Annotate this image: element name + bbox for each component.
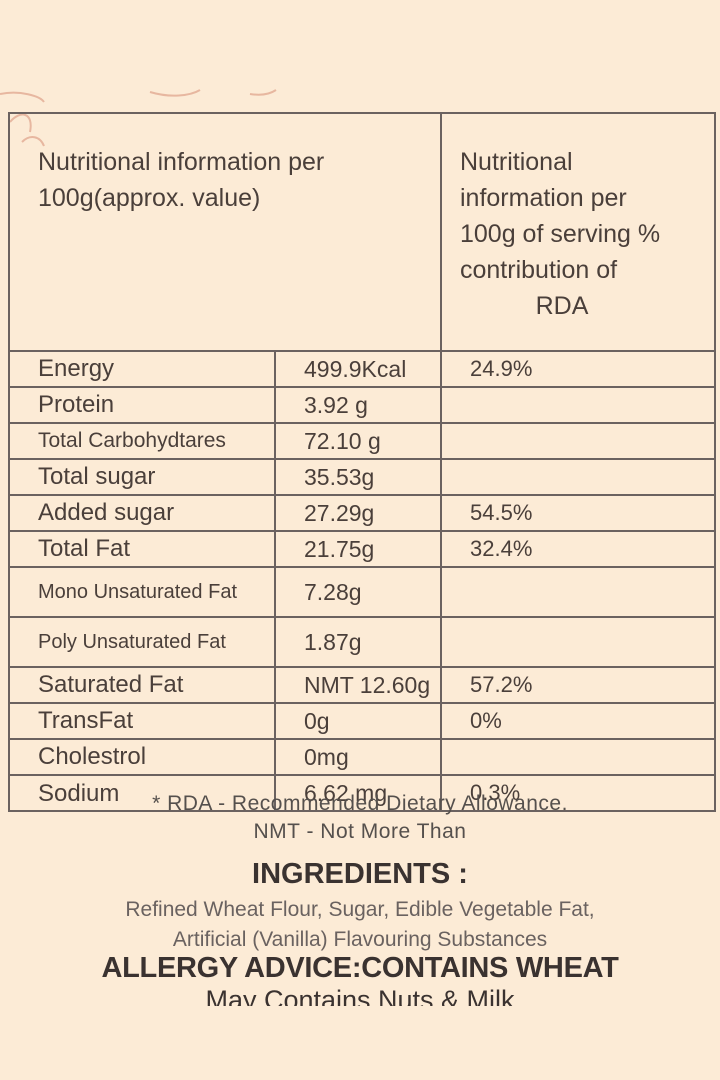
nutrient-rda [440, 566, 716, 618]
allergy-title: ALLERGY ADVICE:CONTAINS WHEAT [101, 952, 619, 984]
nutrition-table-wrapper: Nutritional information per 100g(approx.… [8, 112, 716, 812]
table-row: Protein 3.92 g [8, 386, 716, 424]
nutrient-value: 0mg [274, 738, 442, 776]
nutrient-value: 21.75g [274, 530, 442, 568]
nutrient-name: Protein [8, 386, 276, 424]
nutrient-name: Energy [8, 350, 276, 388]
table-row: Added sugar 27.29g 54.5% [8, 494, 716, 532]
nutrient-name: Sodium [8, 774, 276, 812]
header-right-line: contribution of [460, 256, 618, 284]
nutrient-rda: 32.4% [440, 530, 716, 568]
table-row: Cholestrol 0mg [8, 738, 716, 776]
nutrient-value: 7.28g [274, 566, 442, 618]
header-right-line: Nutritional [460, 148, 573, 176]
ingredients-line: Artificial (Vanilla) Flavouring Substanc… [172, 928, 548, 951]
nutrient-rda [440, 458, 716, 496]
nutrient-name: TransFat [8, 702, 276, 740]
nutrient-name: Poly Unsaturated Fat [8, 616, 276, 668]
nutrient-rda [440, 616, 716, 668]
nutrient-value: NMT 12.60g [274, 666, 442, 704]
table-header-row: Nutritional information per 100g(approx.… [8, 112, 716, 352]
nutrient-value: 72.10 g [274, 422, 442, 460]
nutrition-table: Nutritional information per 100g(approx.… [8, 112, 716, 812]
allergy-line: May Contains Nuts & Milk [205, 985, 515, 1006]
nutrient-name: Mono Unsaturated Fat [8, 566, 276, 618]
rda-footnote: * RDA - Recommended Dietary Allowance. [152, 792, 568, 815]
table-row: Poly Unsaturated Fat 1.87g [8, 616, 716, 668]
nutrient-rda [440, 422, 716, 460]
nutrient-name: Saturated Fat [8, 666, 276, 704]
nutrient-value: 27.29g [274, 494, 442, 532]
nutrient-rda: 0.3% [440, 774, 716, 812]
table-row: TransFat 0g 0% [8, 702, 716, 740]
nutrient-rda: 24.9% [440, 350, 716, 388]
nutrient-rda: 0% [440, 702, 716, 740]
nutrient-rda [440, 386, 716, 424]
nutrient-rda [440, 738, 716, 776]
nutrient-value: 35.53g [274, 458, 442, 496]
nutrient-value: 3.92 g [274, 386, 442, 424]
table-row: Total Fat 21.75g 32.4% [8, 530, 716, 568]
header-right-line: 100g of serving % [460, 220, 661, 248]
nutrient-rda: 54.5% [440, 494, 716, 532]
table-row: Saturated Fat NMT 12.60g 57.2% [8, 666, 716, 704]
nutrient-rda: 57.2% [440, 666, 716, 704]
nutrient-value: 0g [274, 702, 442, 740]
nutrient-value: 1.87g [274, 616, 442, 668]
table-row: Total sugar 35.53g [8, 458, 716, 496]
header-right-line: RDA [535, 292, 589, 320]
ingredients-title: INGREDIENTS : [252, 858, 468, 890]
table-row: Total Carbohydtares 72.10 g [8, 422, 716, 460]
nutrient-name: Cholestrol [8, 738, 276, 776]
nutrient-name: Total Carbohydtares [8, 422, 276, 460]
header-left: Nutritional information per 100g(approx.… [8, 112, 442, 352]
nutrient-value: 499.9Kcal [274, 350, 442, 388]
header-right-line: information per [460, 184, 627, 212]
table-row: Energy 499.9Kcal 24.9% [8, 350, 716, 388]
nutrient-name: Added sugar [8, 494, 276, 532]
nutrient-name: Total sugar [8, 458, 276, 496]
table-row: Sodium 6.62 mg 0.3% [8, 774, 716, 812]
nutrient-name: Total Fat [8, 530, 276, 568]
table-row: Mono Unsaturated Fat 7.28g [8, 566, 716, 618]
ingredients-line: Refined Wheat Flour, Sugar, Edible Veget… [125, 898, 595, 921]
nmt-footnote: NMT - Not More Than [253, 820, 467, 843]
header-right: Nutritional information per 100g of serv… [440, 112, 716, 352]
nutrient-value: 6.62 mg [274, 774, 442, 812]
